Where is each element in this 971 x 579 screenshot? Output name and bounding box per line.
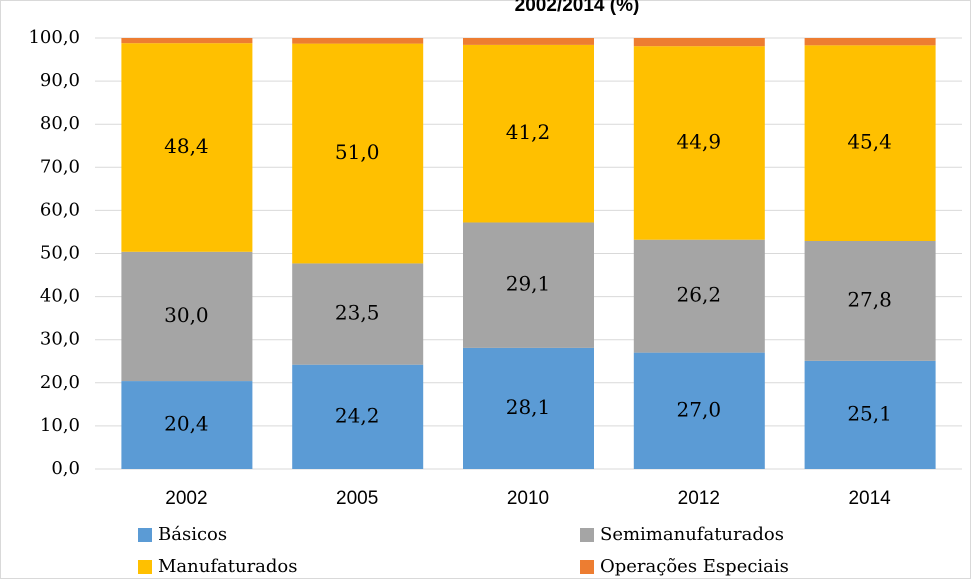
bar-segment xyxy=(804,241,936,361)
legend-label: Básicos xyxy=(158,524,227,545)
y-tick-label: 30,0 xyxy=(40,329,80,350)
x-tick-label: 2010 xyxy=(507,488,549,509)
y-tick-label: 90,0 xyxy=(40,70,80,91)
bar-segment xyxy=(292,364,424,469)
data-label: 51,0 xyxy=(335,140,380,164)
data-label: 48,4 xyxy=(164,134,209,158)
bar-segment xyxy=(463,347,594,469)
data-label: 20,4 xyxy=(164,412,209,436)
bar-segment xyxy=(121,43,253,252)
y-tick-label: 40,0 xyxy=(40,286,80,307)
data-label: 30,0 xyxy=(164,303,209,327)
bar-segment xyxy=(804,38,936,46)
data-label: 25,1 xyxy=(847,401,892,425)
bar-segment xyxy=(292,263,424,365)
legend-label: Operações Especiais xyxy=(600,556,789,577)
data-label: 29,1 xyxy=(506,272,551,296)
data-label: 41,2 xyxy=(506,120,551,144)
bar-segment xyxy=(804,45,936,242)
legend-label: Semimanufaturados xyxy=(600,524,784,545)
legend-swatch xyxy=(138,528,152,542)
bar-segment xyxy=(463,38,594,45)
data-label: 27,0 xyxy=(677,397,722,421)
bar-segment xyxy=(463,44,594,223)
y-tick-label: 10,0 xyxy=(40,415,80,436)
x-tick-label: 2014 xyxy=(848,488,891,509)
legend-swatch xyxy=(580,528,594,542)
bar-segment xyxy=(292,38,424,44)
legend-swatch xyxy=(138,560,152,574)
data-label: 44,9 xyxy=(677,129,722,153)
data-label: 27,8 xyxy=(847,287,892,311)
bar-segment xyxy=(633,352,765,469)
bar-segment xyxy=(292,43,424,264)
bar-segment xyxy=(121,251,253,382)
bar-segment xyxy=(633,46,765,240)
bar-segment xyxy=(121,381,253,469)
legend-swatch xyxy=(580,560,594,574)
y-tick-label: 70,0 xyxy=(40,156,80,177)
y-tick-label: 100,0 xyxy=(28,27,80,48)
bar-segment xyxy=(633,239,765,353)
y-tick-label: 60,0 xyxy=(40,199,80,220)
data-label: 24,2 xyxy=(335,403,380,427)
y-tick-label: 80,0 xyxy=(40,113,80,134)
x-tick-label: 2002 xyxy=(165,488,207,509)
bar-segment xyxy=(121,38,253,44)
x-tick-label: 2005 xyxy=(336,488,378,509)
data-label: 28,1 xyxy=(506,395,551,419)
bar-segment xyxy=(463,222,594,348)
data-label: 45,4 xyxy=(847,130,892,154)
bar-segment xyxy=(804,360,936,469)
y-tick-label: 20,0 xyxy=(40,372,80,393)
chart-title: 2002/2014 (%) xyxy=(515,0,640,16)
legend-label: Manufaturados xyxy=(158,556,298,577)
x-tick-label: 2012 xyxy=(678,488,720,509)
data-label: 26,2 xyxy=(677,283,722,307)
data-label: 23,5 xyxy=(335,301,380,325)
y-tick-label: 0,0 xyxy=(51,458,80,479)
bar-segment xyxy=(633,38,765,47)
y-tick-label: 50,0 xyxy=(40,243,80,264)
